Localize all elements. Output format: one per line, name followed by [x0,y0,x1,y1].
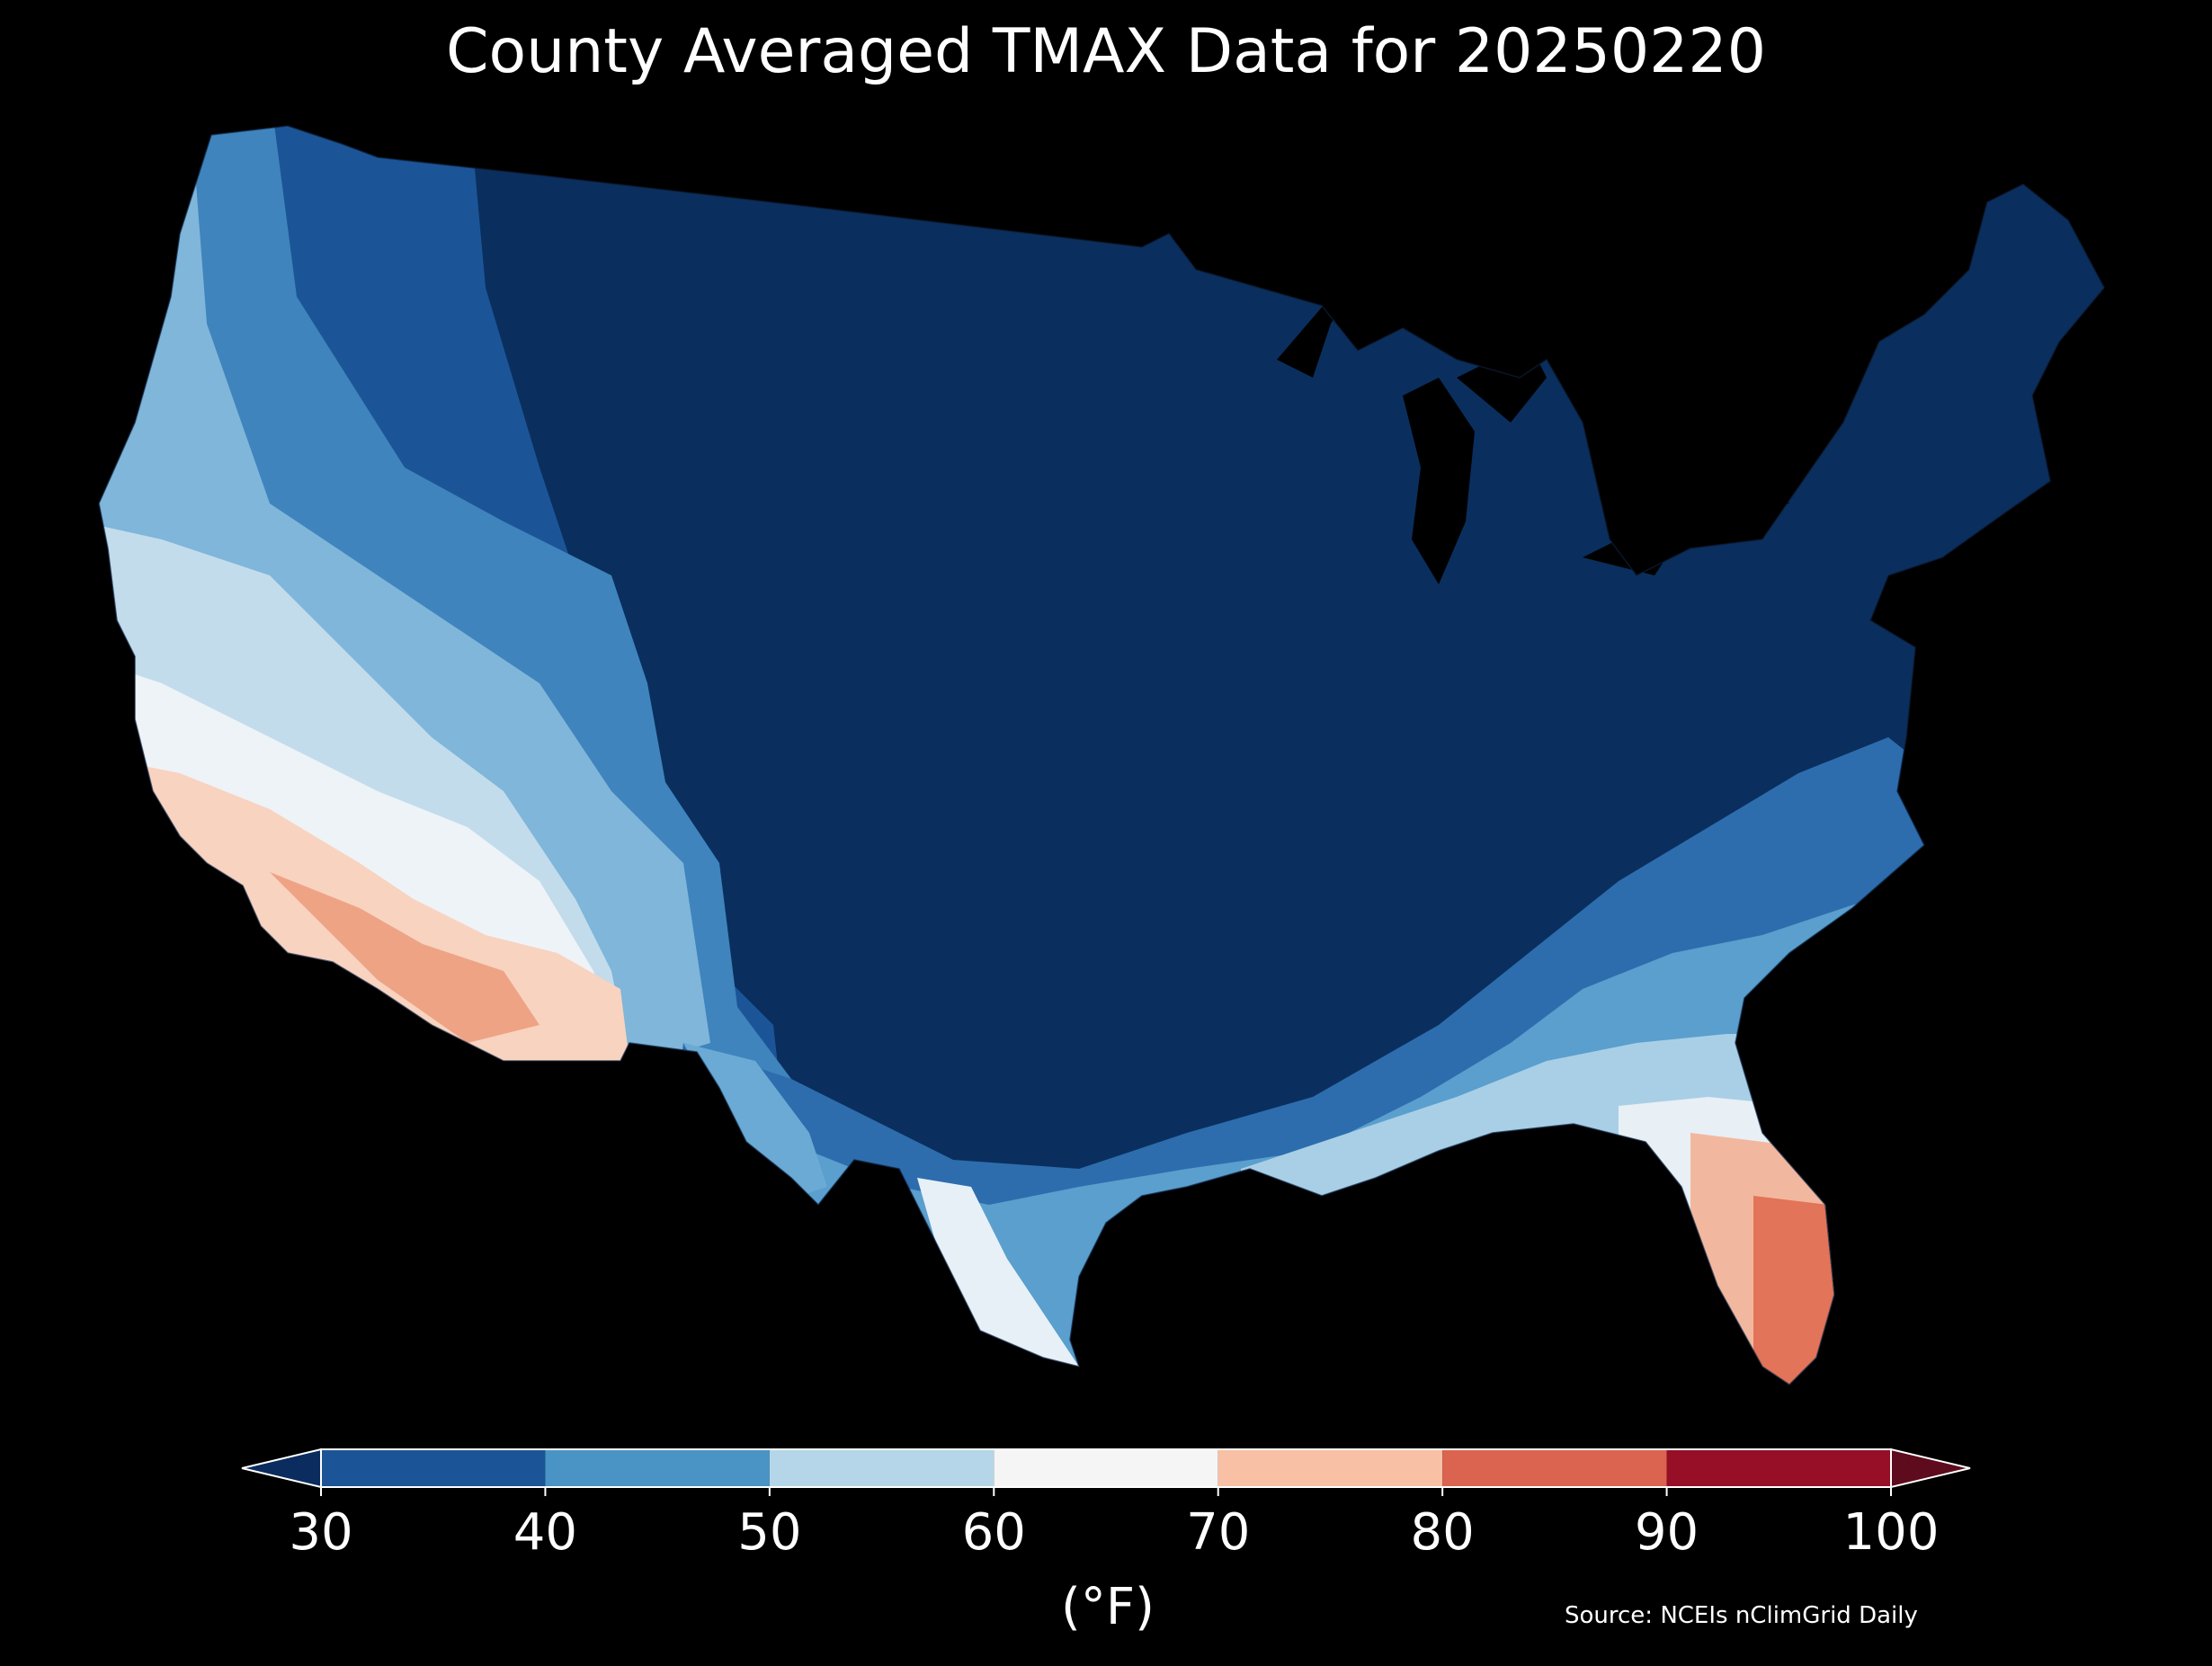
colorbar-over-arrow [1890,1448,1971,1489]
colorbar-under-arrow [241,1448,322,1489]
colorbar-bin-50-60 [769,1449,995,1487]
colorbar-bin-40-50 [545,1449,770,1487]
colorbar-unit-label: (°F) [1061,1578,1155,1636]
colorbar-bin-90-100 [1666,1449,1891,1487]
region-arizona-hot [270,872,540,1043]
great-lakes [1277,270,1789,584]
region-west-texas-cool [683,1043,827,1205]
colorbar-bin-80-90 [1442,1449,1667,1487]
colorbar-tick-100: 100 [1842,1503,1940,1562]
colorbar-tick-70: 70 [1186,1503,1251,1562]
colorbar-bin-60-70 [994,1449,1218,1487]
source-credit: Source: NCEIs nClimGrid Daily [1565,1602,1918,1629]
colorbar-bin-70-80 [1217,1449,1443,1487]
map-title: County Averaged TMAX Data for 20250220 [446,16,1766,87]
colorbar-tick-30: 30 [289,1503,353,1562]
colorbar-outline [320,1448,1892,1488]
colorbar-tick-90: 90 [1634,1503,1699,1562]
colorbar-bin-30-40 [321,1449,546,1487]
colorbar-tick-40: 40 [513,1503,578,1562]
colorbar-tick-50: 50 [737,1503,802,1562]
colorbar-tick-80: 80 [1410,1503,1475,1562]
colorbar-tick-60: 60 [961,1503,1026,1562]
